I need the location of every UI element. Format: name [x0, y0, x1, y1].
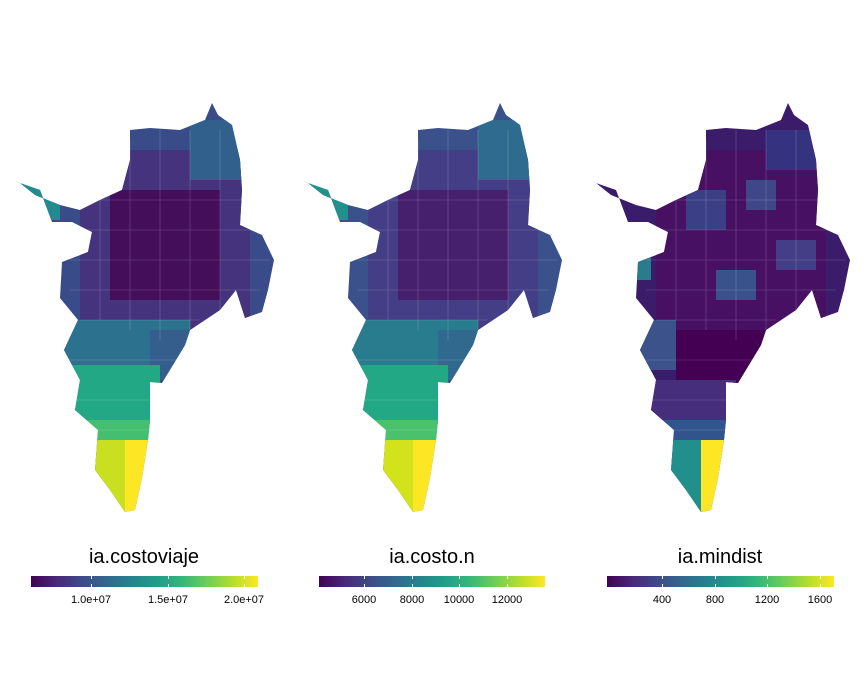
legend-tick	[168, 584, 169, 587]
map-panel-costoviaje: ia.costoviaje 1.0e+07 1.5e+07 2.0e+07	[0, 0, 288, 691]
legend-tick	[507, 576, 508, 579]
district-borders	[60, 130, 270, 431]
legend-title: ia.costo.n	[389, 546, 475, 568]
district-region	[766, 130, 816, 170]
legend-title: ia.costoviaje	[88, 546, 200, 568]
legend-tick	[767, 576, 768, 579]
legend-tick	[459, 584, 460, 587]
legend-colorbar	[31, 576, 258, 587]
legend-tick-label: 12000	[491, 594, 523, 606]
choropleth-map-costo-n	[302, 103, 562, 512]
district-borders	[636, 130, 846, 431]
legend-tick	[364, 584, 365, 587]
legend-tick	[412, 584, 413, 587]
district-region	[776, 240, 816, 270]
legend-colorbar	[607, 576, 834, 587]
district-region	[686, 190, 726, 230]
legend-tick-label: 6000	[351, 594, 377, 606]
district-borders	[348, 130, 558, 431]
district-region	[746, 180, 776, 210]
district-region	[590, 250, 651, 280]
choropleth-map-mindist	[590, 103, 850, 512]
legend-tick	[507, 584, 508, 587]
legend-tick-label: 1.0e+07	[70, 594, 112, 606]
legend-tick	[412, 576, 413, 579]
choropleth-map-costoviaje	[14, 103, 274, 512]
district-region	[398, 190, 508, 300]
district-region	[413, 440, 453, 512]
legend-tick-label: 800	[705, 594, 725, 606]
legend-title: ia.mindist	[677, 546, 763, 568]
legend-colorbar	[319, 576, 545, 587]
legend-tick	[168, 576, 169, 579]
district-region	[125, 440, 165, 512]
legend-tick-label: 1200	[754, 594, 780, 606]
district-region	[60, 365, 160, 425]
district-region	[656, 440, 706, 512]
legend-tick-label: 2.0e+07	[223, 594, 265, 606]
legend-tick-label: 10000	[443, 594, 475, 606]
legend-tick	[364, 576, 365, 579]
legend-tick	[91, 576, 92, 579]
legend-tick	[459, 576, 460, 579]
legend-tick	[244, 584, 245, 587]
legend-tick	[767, 584, 768, 587]
district-region	[716, 270, 756, 300]
legend-tick-label: 400	[652, 594, 672, 606]
legend-tick-label: 8000	[399, 594, 425, 606]
district-region	[368, 440, 418, 512]
legend-tick-label: 1.5e+07	[147, 594, 189, 606]
legend-tick	[820, 584, 821, 587]
legend-tick	[662, 576, 663, 579]
district-region	[14, 170, 60, 220]
district-region	[348, 365, 448, 425]
district-region	[80, 440, 130, 512]
district-region	[636, 320, 676, 370]
legend-tick-label: 1600	[807, 594, 833, 606]
legend-tick	[715, 576, 716, 579]
map-panel-mindist: ia.mindist 400 800 1200 1600	[576, 0, 864, 691]
legend-tick	[715, 584, 716, 587]
district-region	[110, 190, 220, 300]
district-region	[302, 170, 348, 220]
legend-tick	[820, 576, 821, 579]
map-panel-costo-n: ia.costo.n 6000 8000 10000 12000	[288, 0, 576, 691]
legend-tick	[662, 584, 663, 587]
legend-tick	[91, 584, 92, 587]
legend-tick	[244, 576, 245, 579]
district-region	[701, 440, 741, 512]
